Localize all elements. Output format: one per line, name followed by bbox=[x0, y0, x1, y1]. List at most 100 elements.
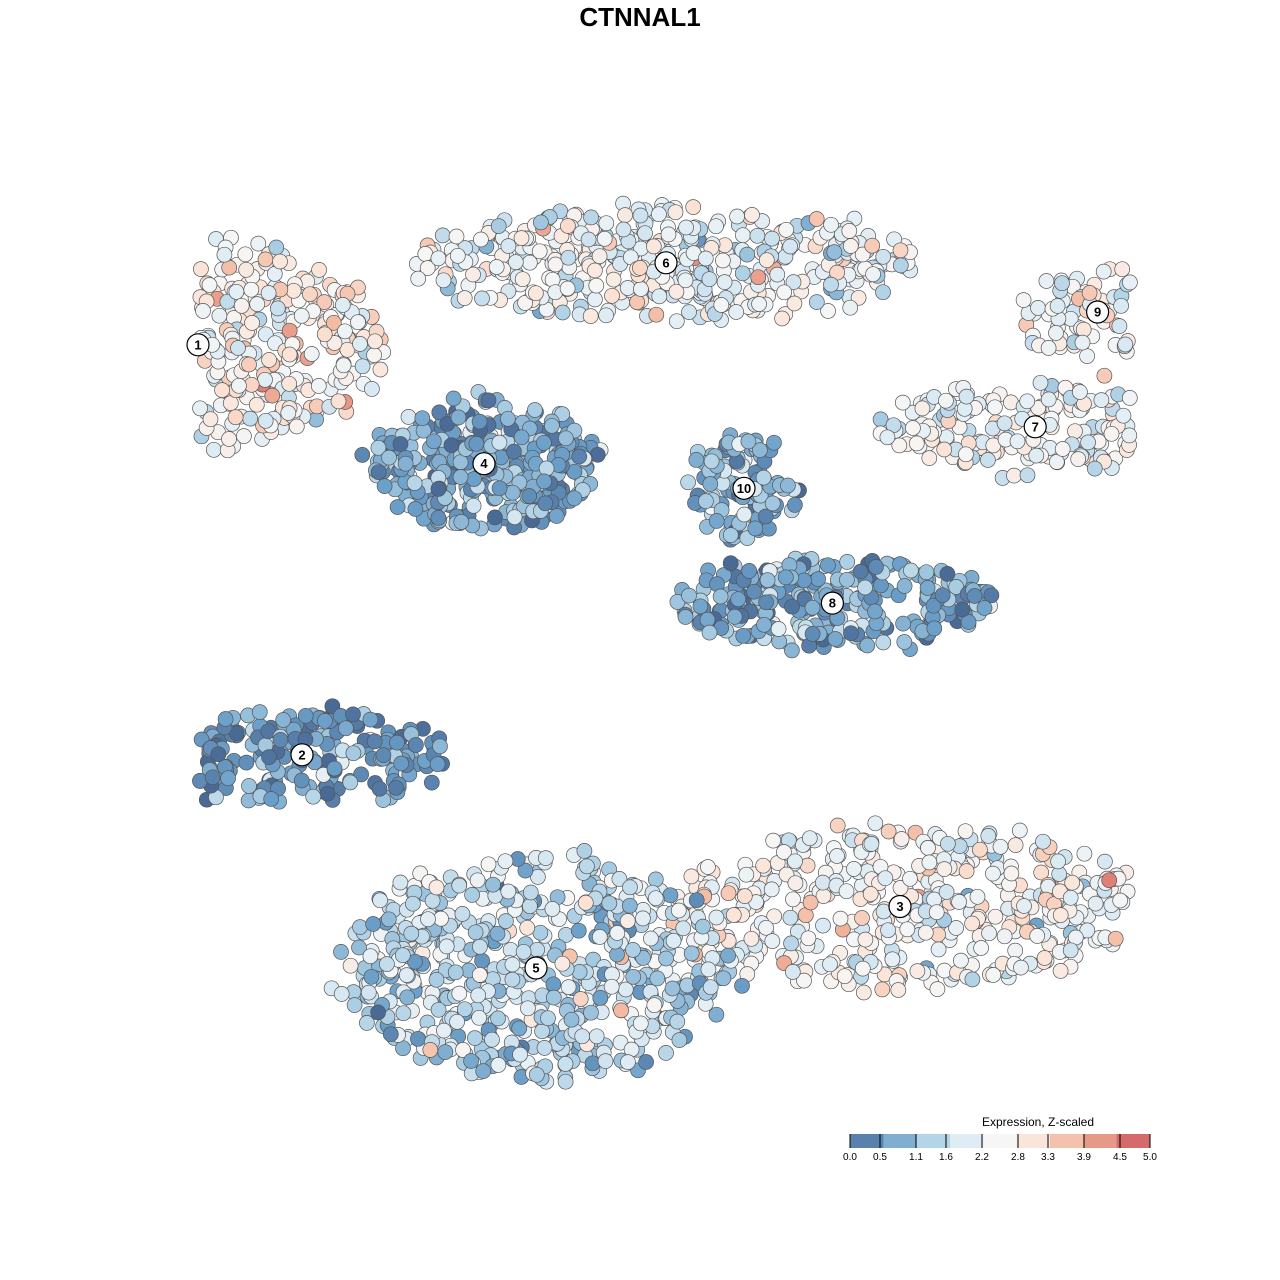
data-point bbox=[393, 755, 410, 772]
data-point bbox=[522, 898, 538, 915]
data-point bbox=[597, 1053, 614, 1069]
data-point bbox=[1117, 336, 1134, 353]
data-point bbox=[1062, 889, 1079, 906]
data-point bbox=[519, 919, 536, 936]
data-point bbox=[515, 943, 532, 960]
data-point bbox=[517, 862, 534, 879]
data-point bbox=[447, 964, 464, 981]
data-point bbox=[362, 948, 379, 965]
data-point bbox=[583, 209, 599, 226]
data-point bbox=[765, 832, 782, 849]
data-point bbox=[379, 956, 395, 972]
cluster-label-badge bbox=[472, 452, 496, 476]
data-point bbox=[708, 909, 725, 926]
data-point bbox=[688, 892, 705, 909]
data-point bbox=[491, 480, 508, 497]
data-point bbox=[547, 256, 564, 273]
data-point bbox=[500, 410, 516, 427]
data-point bbox=[491, 434, 508, 451]
data-point bbox=[352, 919, 368, 935]
data-point bbox=[214, 382, 230, 398]
data-point bbox=[577, 894, 594, 911]
data-point bbox=[238, 754, 255, 771]
data-point bbox=[677, 609, 694, 625]
data-point bbox=[892, 242, 909, 259]
data-point bbox=[1062, 942, 1079, 959]
data-point bbox=[280, 405, 297, 421]
cluster-label-badge bbox=[888, 894, 912, 919]
data-point bbox=[685, 199, 702, 215]
data-point bbox=[468, 435, 485, 452]
data-point bbox=[919, 580, 936, 596]
data-point bbox=[598, 215, 615, 232]
colorbar-tick-label: 3.3 bbox=[1041, 1152, 1055, 1163]
data-point bbox=[665, 932, 682, 949]
colorbar-segment bbox=[850, 1134, 884, 1148]
data-point bbox=[474, 290, 490, 307]
data-point bbox=[708, 1006, 725, 1023]
data-point bbox=[217, 711, 234, 727]
data-point bbox=[545, 976, 562, 993]
data-point bbox=[406, 475, 423, 491]
data-point bbox=[1036, 950, 1053, 966]
data-point bbox=[1048, 454, 1065, 470]
data-point bbox=[333, 986, 350, 1002]
data-point bbox=[326, 760, 343, 777]
data-point bbox=[992, 838, 1009, 855]
data-point bbox=[536, 473, 552, 490]
data-point bbox=[759, 572, 776, 588]
data-point bbox=[469, 872, 486, 889]
data-point bbox=[896, 634, 913, 650]
data-point bbox=[430, 481, 447, 497]
data-point bbox=[432, 738, 448, 755]
data-point bbox=[859, 637, 876, 654]
cluster-label-badge bbox=[1085, 300, 1110, 324]
data-point bbox=[1029, 928, 1046, 944]
data-point bbox=[261, 352, 277, 368]
data-point bbox=[532, 924, 549, 941]
data-point bbox=[420, 911, 436, 928]
data-point bbox=[936, 441, 953, 458]
colorbar-tick-label: 2.2 bbox=[975, 1152, 989, 1163]
data-point bbox=[668, 313, 685, 330]
data-point bbox=[528, 1066, 545, 1083]
data-point bbox=[820, 557, 836, 574]
data-point bbox=[588, 1028, 605, 1045]
data-point bbox=[572, 991, 589, 1007]
data-point bbox=[548, 508, 565, 524]
data-point bbox=[635, 910, 651, 927]
data-point bbox=[785, 274, 802, 290]
data-point bbox=[852, 563, 869, 580]
data-point bbox=[395, 1005, 412, 1022]
colorbar-segment bbox=[1083, 1134, 1118, 1148]
data-point bbox=[407, 501, 424, 517]
data-point bbox=[392, 436, 409, 452]
data-point bbox=[429, 756, 446, 773]
data-point bbox=[281, 375, 298, 392]
data-point bbox=[410, 270, 427, 287]
data-point bbox=[896, 578, 913, 594]
data-point bbox=[981, 925, 997, 942]
data-point bbox=[699, 611, 716, 628]
data-point bbox=[756, 616, 772, 633]
data-point bbox=[1011, 822, 1028, 839]
data-point bbox=[244, 315, 260, 331]
data-point bbox=[405, 895, 421, 912]
data-point bbox=[450, 409, 467, 426]
data-point bbox=[522, 884, 539, 901]
data-point bbox=[584, 1055, 601, 1072]
data-point bbox=[862, 886, 879, 902]
data-point bbox=[263, 791, 280, 807]
data-point bbox=[764, 230, 780, 247]
data-point bbox=[1032, 374, 1049, 391]
data-point bbox=[677, 272, 694, 289]
data-point bbox=[272, 253, 288, 270]
data-point bbox=[846, 861, 862, 877]
data-point bbox=[700, 859, 716, 875]
data-point bbox=[1112, 892, 1129, 909]
colorbar-ticks: 0.0 0.5 1.1 1.6 2.2 2.8 3.3 3.9 4.5 5.0 bbox=[843, 1134, 1157, 1163]
data-point bbox=[394, 947, 411, 964]
data-point bbox=[697, 250, 714, 267]
data-point bbox=[1103, 425, 1120, 442]
